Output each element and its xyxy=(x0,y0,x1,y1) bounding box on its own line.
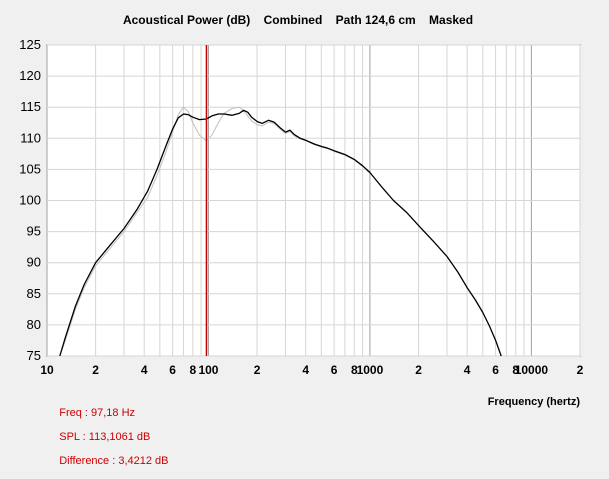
x-tick-label: 8 xyxy=(351,363,358,377)
y-axis-ticks: 125 120 115 110 105 100 95 90 85 80 75 xyxy=(19,37,41,363)
chart-window: Acoustical Power (dB) Combined Path 124,… xyxy=(0,0,609,467)
x-tick-label: 6 xyxy=(331,363,338,377)
series-line-primary xyxy=(59,109,502,357)
x-tick-label: 8 xyxy=(512,363,519,377)
x-tick-label: 2 xyxy=(254,363,261,377)
y-tick-label: 105 xyxy=(19,161,41,176)
status-frequency: Freq : 97,18 Hz xyxy=(59,407,136,419)
x-tick-label: 8 xyxy=(189,363,196,377)
y-tick-label: 85 xyxy=(27,286,41,301)
frequency-response-chart[interactable]: Acoustical Power (dB) Combined Path 124,… xyxy=(0,0,609,418)
series-lines xyxy=(59,106,502,357)
y-tick-label: 100 xyxy=(19,193,41,208)
x-tick-label: 10000 xyxy=(515,363,549,377)
status-spl: SPL : 113,1061 dB xyxy=(59,431,151,443)
status-bar: Freq : 97,18 Hz SPL : 113,1061 dB Differ… xyxy=(47,395,447,467)
y-tick-label: 120 xyxy=(19,68,41,83)
y-tick-label: 80 xyxy=(27,317,41,332)
y-tick-label: 95 xyxy=(27,224,41,239)
x-axis-label: Frequency (hertz) xyxy=(488,396,581,408)
x-tick-label: 4 xyxy=(302,363,309,377)
y-tick-label: 125 xyxy=(19,37,41,52)
x-tick-label: 4 xyxy=(141,363,148,377)
x-tick-label: 6 xyxy=(492,363,499,377)
x-tick-label: 2 xyxy=(577,363,584,377)
y-tick-label: 110 xyxy=(20,130,41,145)
chart-title: Acoustical Power (dB) Combined Path 124,… xyxy=(123,13,473,27)
x-tick-label: 10 xyxy=(40,363,54,377)
x-tick-label: 100 xyxy=(198,363,218,377)
y-tick-label: 90 xyxy=(27,255,41,270)
status-difference: Difference : 3,4212 dB xyxy=(59,455,169,467)
x-tick-label: 6 xyxy=(169,363,176,377)
x-tick-label: 2 xyxy=(415,363,422,377)
x-tick-label: 2 xyxy=(92,363,99,377)
y-tick-label: 75 xyxy=(27,348,41,363)
x-tick-label: 1000 xyxy=(357,363,384,377)
grid-lines xyxy=(46,44,581,357)
y-tick-label: 115 xyxy=(20,99,41,114)
x-tick-label: 4 xyxy=(464,363,471,377)
